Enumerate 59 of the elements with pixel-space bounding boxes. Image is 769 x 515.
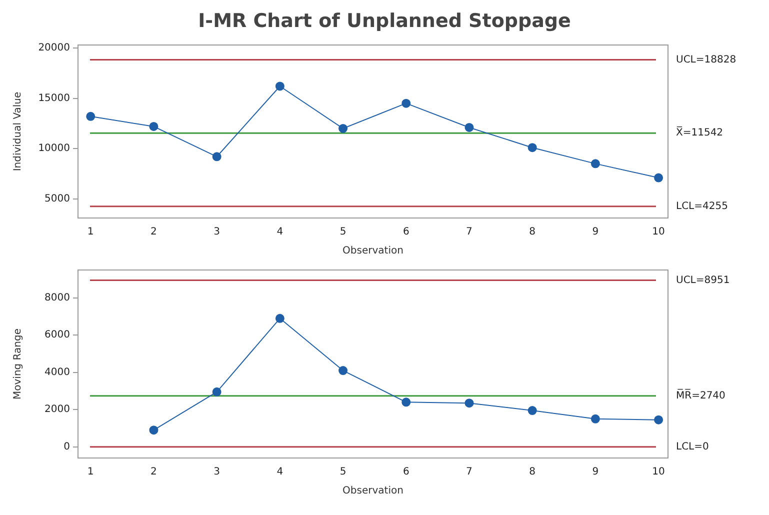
x-axis-title: Observation — [342, 486, 404, 497]
point — [654, 173, 664, 182]
point — [149, 426, 158, 435]
y-tick-label: 6000 — [44, 330, 70, 341]
ref-line-label: M̅R̅=2740 — [676, 388, 726, 402]
x-tick-label: 8 — [529, 466, 536, 478]
ref-line-label: UCL=18828 — [676, 54, 736, 66]
point — [212, 387, 222, 396]
y-tick-label: 8000 — [44, 292, 70, 304]
point — [464, 122, 474, 132]
point — [212, 152, 222, 162]
x-tick-label: 5 — [340, 226, 346, 238]
x-tick-label: 1 — [87, 226, 94, 238]
x-tick-label: 8 — [529, 226, 536, 238]
point — [338, 366, 348, 376]
x-tick-label: 10 — [652, 466, 665, 478]
point — [86, 112, 96, 121]
x-axis-title: Observation — [342, 246, 404, 257]
x-tick-label: 6 — [402, 466, 410, 478]
x-tick-label: 9 — [592, 226, 599, 238]
y-tick-label: 5000 — [44, 193, 70, 204]
point — [149, 122, 158, 131]
point — [464, 398, 474, 408]
point — [654, 415, 664, 424]
x-tick-label: 10 — [652, 226, 665, 238]
x-tick-label: 5 — [340, 466, 346, 478]
ref-line-label: LCL=4255 — [676, 200, 728, 212]
y-tick-label: 20000 — [38, 42, 70, 54]
point — [528, 406, 537, 416]
x-tick-label: 9 — [592, 466, 599, 478]
ref-line-label: X̅=11542 — [676, 126, 724, 139]
x-tick-label: 1 — [87, 466, 94, 478]
point — [528, 143, 537, 152]
x-tick-label: 3 — [214, 226, 220, 238]
y-tick-label: 15000 — [38, 92, 70, 104]
x-tick-label: 7 — [466, 226, 472, 238]
x-tick-label: 2 — [150, 466, 157, 478]
x-tick-label: 7 — [466, 466, 472, 478]
point — [402, 398, 411, 407]
point — [402, 98, 411, 108]
y-tick-label: 10000 — [38, 143, 70, 154]
point — [275, 82, 284, 91]
y-tick-label: 2000 — [44, 404, 70, 416]
point — [275, 314, 284, 323]
chart-title: I-MR Chart of Unplanned Stoppage — [197, 9, 572, 34]
point — [338, 124, 348, 133]
point — [590, 414, 600, 424]
x-tick-label: 4 — [276, 226, 284, 238]
ref-line-label: LCL=0 — [676, 441, 709, 452]
point — [590, 159, 600, 168]
y-axis-title: Moving Range — [12, 328, 24, 400]
x-tick-label: 6 — [402, 226, 410, 238]
x-tick-label: 3 — [214, 466, 220, 478]
y-tick-label: 4000 — [44, 366, 70, 378]
y-axis-title: Individual Value — [12, 92, 24, 172]
x-tick-label: 2 — [150, 226, 157, 238]
x-tick-label: 4 — [276, 466, 284, 478]
ref-line-label: UCL=8951 — [676, 274, 730, 286]
y-tick-label: 0 — [64, 441, 70, 452]
